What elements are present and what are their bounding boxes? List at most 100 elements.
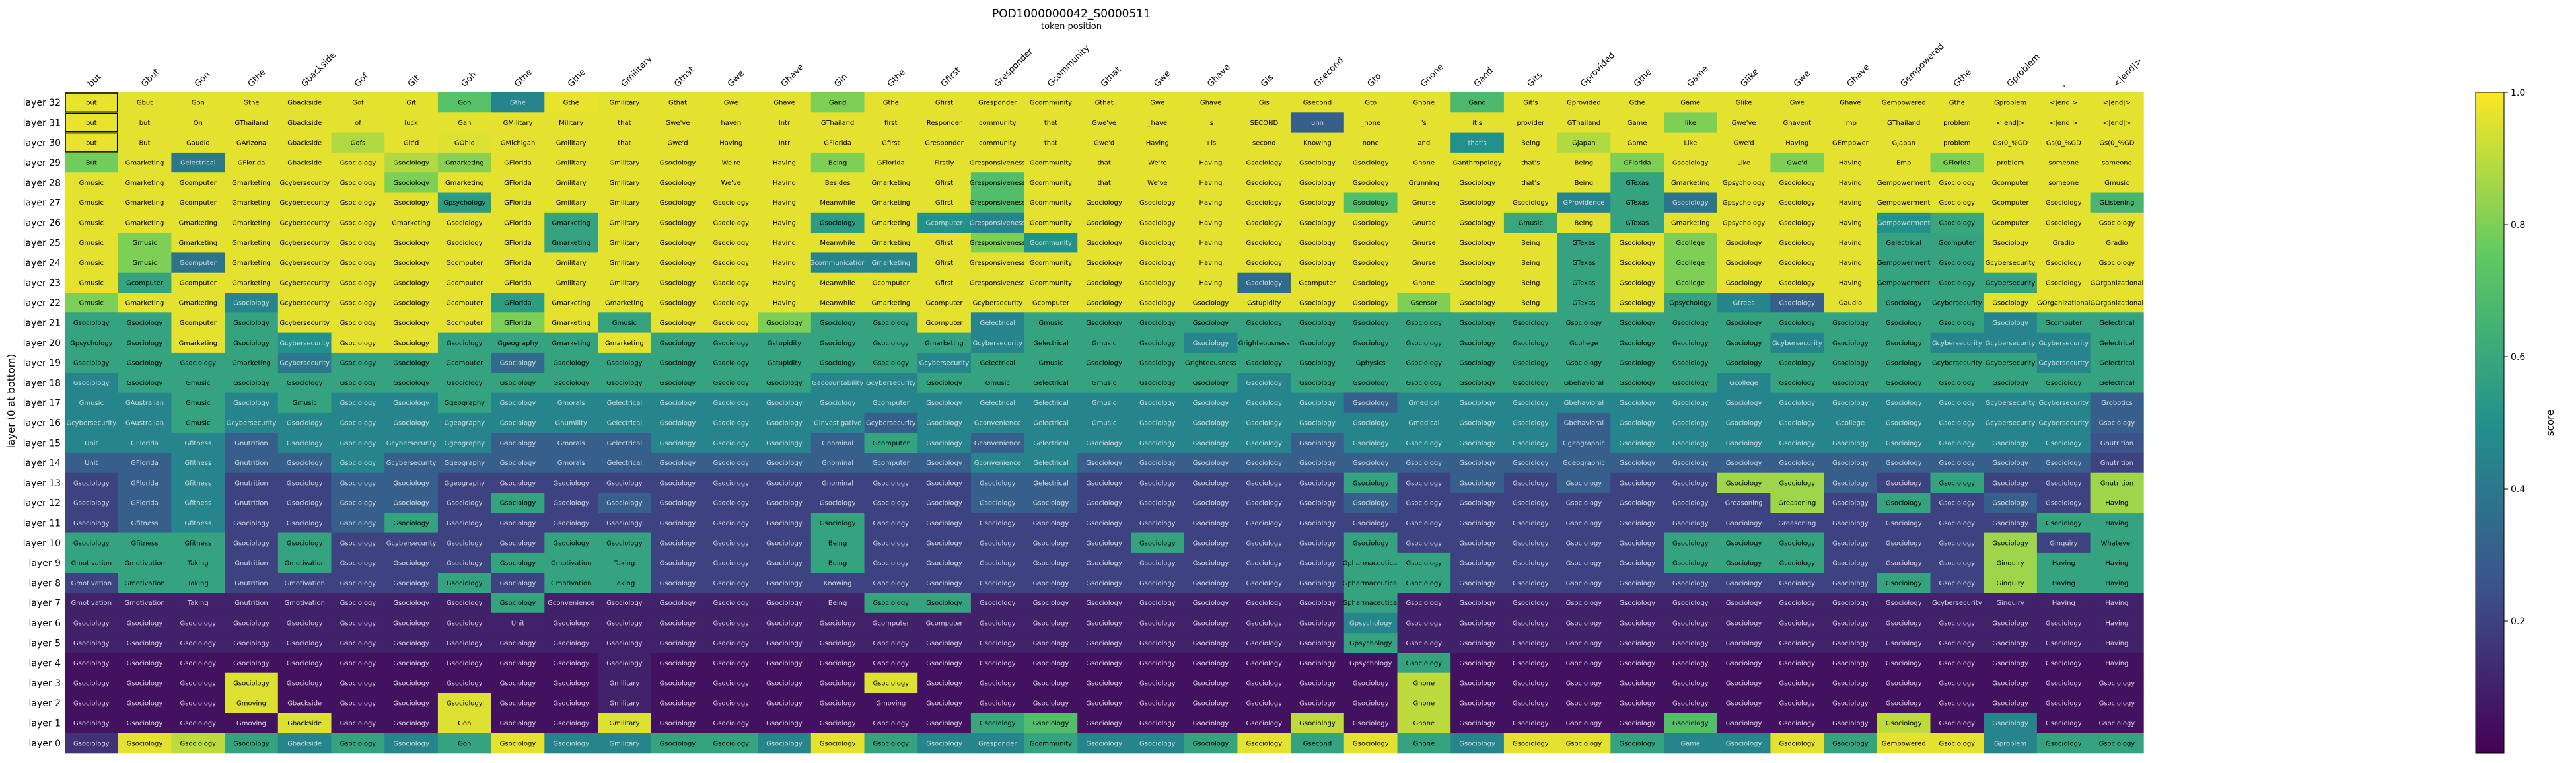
heatmap-cell [970, 352, 1024, 373]
heatmap-cell [864, 92, 918, 113]
cell-token-label: Gsociology [766, 419, 803, 427]
heatmap-cell [65, 152, 119, 173]
heatmap-cell [1184, 172, 1238, 193]
highlight-box [65, 132, 118, 153]
cell-token-label: GFlorida [1624, 160, 1651, 167]
cell-token-label: Gsociology [1566, 720, 1602, 727]
heatmap-cell [277, 373, 332, 393]
x-tick-label: Gproblem [2005, 52, 2042, 89]
cell-token-label: Gnominal [822, 460, 853, 467]
cell-token-label: Gsociology [2046, 660, 2082, 667]
cell-token-label: Gsociology [1619, 440, 1655, 447]
cell-token-label: Military [559, 120, 583, 127]
cell-token-label: Gcybersecurity [866, 419, 916, 427]
cell-token-label: Gsociology [1513, 700, 1549, 708]
heatmap-cell [1503, 293, 1557, 313]
cell-token-label: Gsociology [447, 640, 483, 647]
cell-token-label: Gelectrical [607, 400, 643, 407]
y-tick-label: layer 19 [23, 358, 61, 369]
heatmap-cell [1291, 132, 1345, 153]
cell-token-label: Gsociology [340, 660, 376, 667]
cell-token-label: Gsociology [1353, 240, 1389, 247]
heatmap-cell [651, 352, 705, 373]
cell-token-label: Gsociology [1246, 320, 1282, 327]
heatmap-cell [970, 132, 1024, 153]
cell-token-label: Gsociology [1193, 620, 1229, 628]
cell-token-label: Gsociology [1086, 600, 1122, 607]
cell-token-label: Gresponder [978, 100, 1017, 107]
cell-token-label: Gcybersecurity [1932, 340, 1982, 347]
heatmap-cell [1557, 392, 1611, 414]
cell-token-label: Gcybersecurity [2038, 400, 2089, 407]
cell-token-label: Gsociology [1832, 500, 1869, 507]
cell-token-label: Gcybersecurity [1772, 340, 1822, 347]
cell-token-label: Gsociology [873, 520, 909, 527]
cell-token-label: Gsociology [1832, 540, 1869, 547]
cell-token-label: Gsociology [1033, 560, 1069, 567]
cell-token-label: We're [722, 160, 740, 167]
cell-token-label: Gsociology [1353, 180, 1389, 187]
cell-token-label: Gsociology [1299, 160, 1336, 167]
heatmap-cell [704, 293, 758, 313]
heatmap-cell [1291, 233, 1345, 253]
heatmap-cell [384, 272, 439, 293]
heatmap-cell [1024, 233, 1078, 253]
cell-token-label: Gcomputer [180, 279, 217, 287]
cell-token-label: GFlorida [504, 160, 532, 167]
cell-token-label: Gsociology [873, 740, 909, 747]
cell-token-label: Gwe've [666, 120, 690, 127]
x-tick-label: Gwe [1792, 69, 1812, 89]
cell-token-label: GFlorida [1943, 160, 1971, 167]
cell-token-label: Gsociology [713, 600, 749, 607]
cell-token-label: GTexas [1572, 240, 1595, 247]
heatmap-cell [1557, 272, 1611, 293]
cell-token-label: Gsociology [980, 680, 1016, 687]
heatmap-cell [1291, 352, 1345, 373]
cell-token-label: Gsociology [1779, 480, 1815, 487]
cell-token-label: Gsociology [1246, 640, 1282, 647]
heatmap-cell [917, 272, 972, 293]
y-tick-label: layer 22 [23, 298, 61, 309]
cell-token-label: Gsociology [1939, 520, 1975, 527]
cell-token-label: Gsociology [1139, 580, 1176, 587]
cell-token-label: Gsociology [1779, 240, 1815, 247]
heatmap-cell [1877, 293, 1931, 313]
heatmap-cell [65, 112, 119, 133]
cell-token-label: Gsociology [873, 720, 909, 727]
heatmap-cell [704, 152, 758, 173]
heatmap-cell [651, 373, 705, 393]
cell-token-label: Gsociology [1779, 560, 1815, 567]
heatmap-cell [1237, 252, 1291, 273]
heatmap-cell [331, 233, 385, 253]
x-tick-label: . [2059, 80, 2068, 89]
cell-token-label: Gsociology [1459, 680, 1495, 687]
cell-token-label: Gsociology [926, 600, 962, 607]
cell-token-label: Gsociology [1726, 660, 1762, 667]
heatmap-cell [1291, 112, 1345, 133]
y-tick-label: layer 5 [29, 638, 61, 649]
cell-token-label: Gsociology [393, 560, 429, 567]
cell-token-label: Gmusic [79, 240, 104, 247]
cell-token-label: Having [2105, 560, 2128, 567]
heatmap-cell [810, 132, 865, 153]
heatmap-cell [2036, 172, 2091, 193]
heatmap-cell [970, 332, 1024, 353]
cell-token-label: Gcybersecurity [279, 219, 330, 227]
cell-token-label: Gelectrical [980, 320, 1016, 327]
cell-token-label: Gsociology [660, 500, 696, 507]
cell-token-label: Gsociology [340, 219, 376, 227]
heatmap-cell [1877, 92, 1931, 113]
cell-token-label: Gsociology [1139, 640, 1176, 647]
cell-token-label: Gmilitary [609, 240, 639, 247]
heatmap-cell [1984, 272, 2038, 293]
cell-token-label: Gsociology [1726, 580, 1762, 587]
heatmap-cell [1024, 352, 1078, 373]
cell-token-label: Gsociology [873, 480, 909, 487]
cell-token-label: Gsociology [820, 500, 856, 507]
cell-token-label: Gsociology [766, 580, 803, 587]
cell-token-label: Gsociology [766, 540, 803, 547]
cell-token-label: Gsociology [553, 640, 589, 647]
cell-token-label: Gcomputer [1032, 300, 1070, 307]
colorbar-tick-label: 1.0 [2511, 88, 2525, 98]
cell-token-label: Gsociology [1779, 680, 1815, 687]
